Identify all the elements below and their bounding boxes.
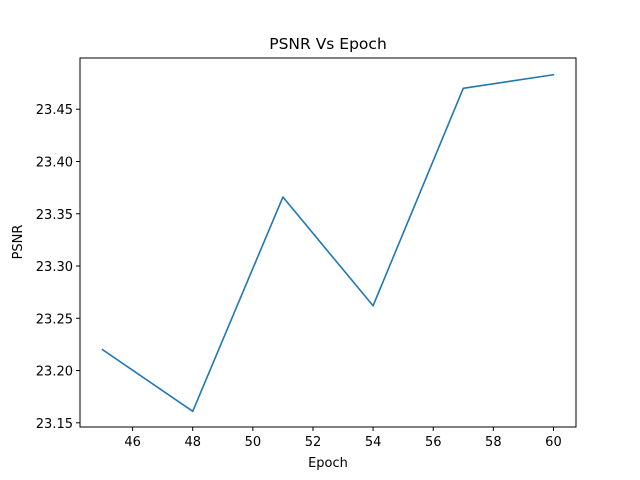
y-axis: 23.15 23.20 23.25 23.30 23.35 23.40 23.45 [36, 103, 80, 432]
y-tick-label: 23.20 [36, 365, 73, 380]
y-tick-label: 23.45 [36, 103, 73, 118]
chart-title: PSNR Vs Epoch [269, 35, 387, 53]
x-axis-label: Epoch [308, 456, 348, 471]
x-tick-label: 54 [365, 435, 382, 450]
y-tick-label: 23.15 [36, 417, 73, 432]
x-axis: 46 48 50 52 54 56 58 60 [124, 427, 562, 450]
x-tick-label: 52 [305, 435, 322, 450]
series-layer [101, 73, 555, 413]
y-tick-label: 23.25 [36, 312, 73, 327]
y-tick-label: 23.35 [36, 208, 73, 223]
y-tick-label: 23.30 [36, 260, 73, 275]
series-line [101, 73, 555, 413]
plot-frame [79, 57, 577, 428]
x-tick-label: 58 [485, 435, 502, 450]
y-tick-label: 23.40 [36, 155, 73, 170]
x-tick-label: 46 [124, 435, 141, 450]
x-tick-label: 60 [545, 435, 562, 450]
x-tick-label: 48 [184, 435, 201, 450]
y-axis-label: PSNR [11, 225, 26, 260]
x-tick-label: 56 [425, 435, 442, 450]
x-tick-label: 50 [245, 435, 262, 450]
